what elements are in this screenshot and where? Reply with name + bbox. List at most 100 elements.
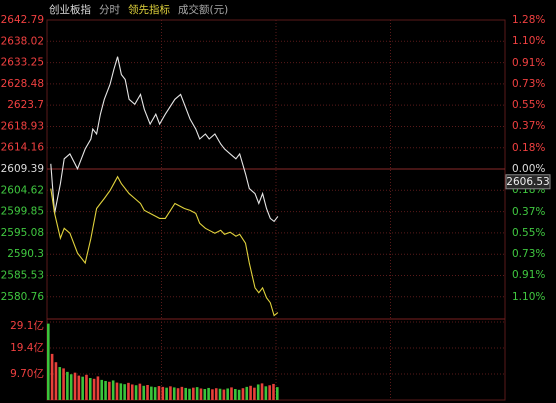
indicator-name: 领先指标 <box>128 3 170 16</box>
y-tick-label: 19.4亿 <box>10 341 44 354</box>
volume-bar <box>108 381 111 400</box>
price-line <box>50 175 279 317</box>
volume-bar <box>157 386 161 400</box>
y2-tick-label: 0.55% <box>512 227 545 239</box>
volume-bar <box>199 388 203 400</box>
volume-bar <box>211 389 214 400</box>
volume-bar <box>214 388 218 400</box>
y-tick-label: 2595.08 <box>1 227 44 239</box>
volume-bar <box>81 376 84 400</box>
volume-bar <box>192 387 195 400</box>
volume-bar <box>188 388 191 400</box>
volume-bar <box>127 382 130 400</box>
y-tick-label: 2628.48 <box>1 78 44 90</box>
volume-title: 成交额(元) <box>178 3 228 16</box>
volume-bar <box>54 362 58 400</box>
volume-bar <box>85 374 88 400</box>
volume-bar <box>272 383 275 400</box>
volume-bar <box>104 380 107 400</box>
y-tick-label: 2642.79 <box>1 14 44 26</box>
volume-bar <box>226 388 229 400</box>
volume-bar <box>230 387 233 400</box>
volume-bar <box>88 378 92 400</box>
current-value-label: 2606.53 <box>506 176 549 188</box>
volume-bar <box>123 384 126 400</box>
volume-bar <box>96 376 100 400</box>
y-tick-label: 2638.02 <box>1 35 44 47</box>
y2-tick-label: 0.37% <box>512 206 545 218</box>
y-tick-label: 2618.93 <box>1 120 44 132</box>
volume-bar <box>203 389 207 400</box>
y2-tick-label: 1.28% <box>512 14 545 26</box>
y2-tick-label: 0.91% <box>512 269 545 281</box>
volume-bar <box>195 387 199 400</box>
y2-tick-label: 0.37% <box>512 120 545 132</box>
y-tick-label: 2609.39 <box>1 163 44 175</box>
volume-bar <box>66 371 69 400</box>
volume-bar <box>115 382 119 400</box>
volume-bar <box>180 386 184 400</box>
y-tick-label: 2585.53 <box>1 269 44 281</box>
volume-bar <box>245 386 249 400</box>
y2-tick-label: 1.10% <box>512 35 545 47</box>
volume-bar <box>77 375 81 400</box>
y-tick-label: 9.70亿 <box>10 367 44 380</box>
volume-bar <box>276 387 279 400</box>
volume-bar <box>146 384 149 400</box>
y-tick-label: 29.1亿 <box>10 319 44 332</box>
volume-bar <box>153 387 157 400</box>
y2-tick-label: 0.00% <box>512 163 545 175</box>
y2-tick-label: 0.91% <box>512 57 545 69</box>
volume-bar <box>268 385 271 400</box>
y-tick-label: 2604.62 <box>1 184 44 196</box>
volume-bar <box>172 387 176 400</box>
volume-bar <box>249 385 252 400</box>
y-tick-label: 2580.76 <box>1 291 45 303</box>
volume-bar <box>130 384 134 400</box>
volume-bar <box>264 386 268 400</box>
volume-bar <box>234 389 237 400</box>
volume-bar <box>150 386 153 400</box>
volume-bar <box>142 385 146 400</box>
volume-bar <box>111 380 115 400</box>
y-tick-label: 2623.7 <box>7 99 44 111</box>
y-tick-label: 2614.16 <box>1 142 45 154</box>
volume-bar <box>92 378 96 400</box>
volume-bar <box>222 389 226 400</box>
y2-tick-label: 0.73% <box>512 248 545 260</box>
volume-bar <box>138 383 142 400</box>
volume-bar <box>253 387 256 400</box>
volume-bar <box>47 323 50 400</box>
volume-bar <box>161 386 165 400</box>
volume-bar <box>260 383 264 400</box>
volume-bar <box>73 372 77 400</box>
volume-bar <box>218 388 222 400</box>
y-tick-label: 2599.85 <box>1 206 44 218</box>
y2-tick-label: 1.10% <box>512 291 545 303</box>
volume-bar <box>165 387 168 400</box>
y2-tick-label: 0.73% <box>512 78 545 90</box>
volume-bar <box>62 368 65 400</box>
volume-bar <box>50 353 54 400</box>
y-tick-label: 2633.25 <box>1 57 44 69</box>
current-value-box <box>505 174 551 190</box>
volume-bar <box>176 388 180 400</box>
y2-tick-label: 0.55% <box>512 99 545 111</box>
volume-bar <box>256 384 260 400</box>
volume-bar <box>100 379 104 400</box>
volume-bar <box>58 367 62 400</box>
index-name: 创业板指 <box>49 3 91 16</box>
volume-bar <box>134 385 138 400</box>
volume-bar <box>241 388 245 400</box>
volume-bar <box>69 374 73 400</box>
volume-bar <box>184 387 187 400</box>
volume-bar <box>237 389 241 400</box>
period[interactable]: 分时 <box>99 4 120 16</box>
volume-bar <box>169 386 172 400</box>
volume-bar <box>207 387 210 400</box>
volume-bar <box>119 383 123 400</box>
y2-tick-label: 0.18% <box>512 142 545 154</box>
price-line <box>50 56 279 223</box>
